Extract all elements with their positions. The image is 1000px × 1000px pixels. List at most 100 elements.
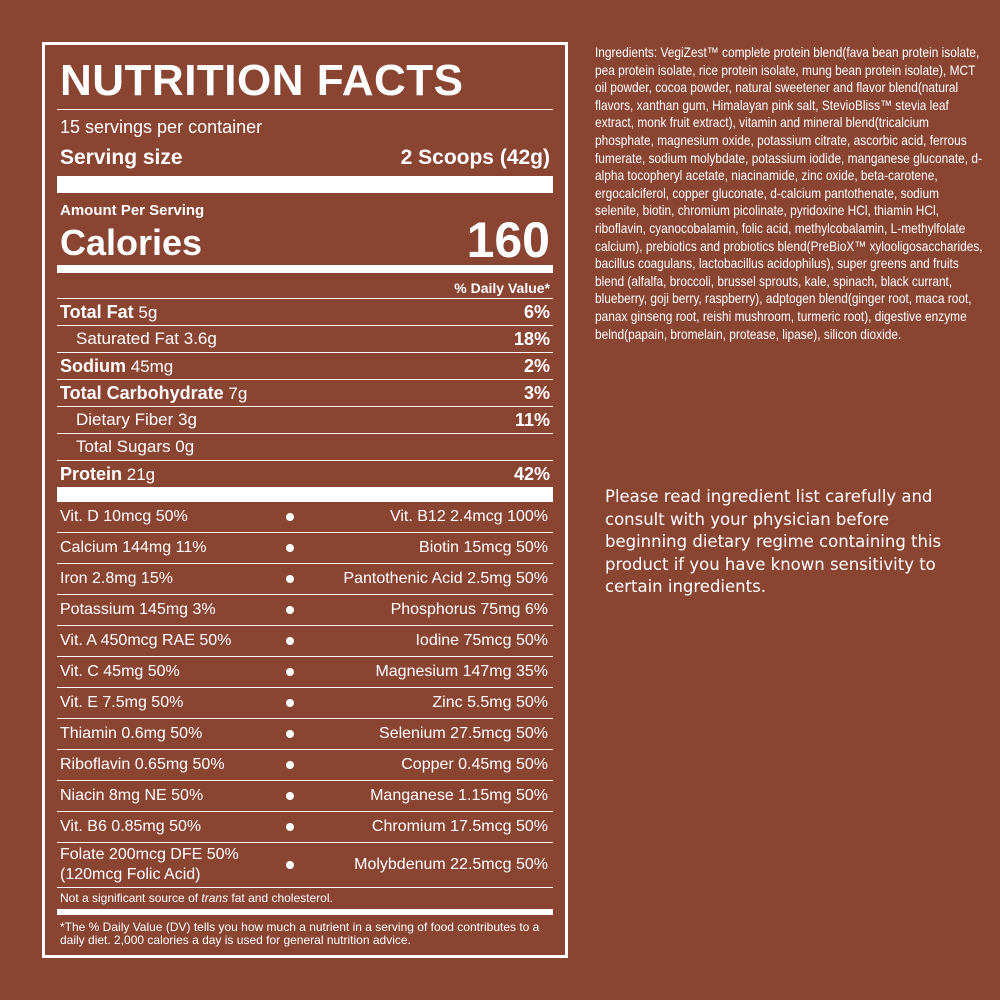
nutrient-row: Dietary Fiber 3g 11%	[57, 407, 553, 434]
vitamin-row: Folate 200mcg DFE 50% (120mcg Folic Acid…	[57, 843, 553, 888]
nutrient-row: Sodium 45mg 2%	[57, 353, 553, 380]
vitamin-left: Vit. E 7.5mg 50%	[60, 694, 184, 711]
vitamin-right: Copper 0.45mg 50%	[401, 756, 548, 773]
thick-rule	[57, 176, 553, 193]
warning: Please read ingredient list carefully an…	[605, 487, 942, 596]
vitamin-left: Vit. C 45mg 50%	[60, 663, 180, 680]
bullet	[286, 761, 294, 769]
bullet	[286, 637, 294, 645]
vitamin-left: Vit. B6 0.85mg 50%	[60, 818, 202, 835]
nutrient-amount: 0g	[175, 437, 195, 456]
nutrient-amount: 5g	[138, 302, 158, 322]
bullet	[286, 730, 294, 738]
thick-rule	[57, 487, 553, 502]
vitamin-right: Magnesium 147mg 35%	[375, 663, 548, 680]
trans-note: Not a significant source of trans fat an…	[57, 888, 553, 909]
footnote: *The % Daily Value (DV) tells you how mu…	[60, 920, 540, 947]
servings: 15 servings per container	[60, 117, 263, 137]
nutrient-name: Total Carbohydrate	[60, 382, 224, 403]
vitamin-right: Manganese 1.15mg 50%	[370, 787, 548, 804]
nutrient-dv: 6%	[523, 301, 550, 322]
vitamin-row: Iron 2.8mg 15% Pantothenic Acid 2.5mg 50%	[57, 564, 553, 595]
trans-note-text: Not a significant source of	[60, 891, 202, 905]
nutrient-name: Protein	[60, 463, 123, 484]
vitamin-right: Zinc 5.5mg 50%	[432, 694, 548, 711]
bullet	[286, 575, 294, 583]
nutrient-name: Total Fat	[60, 301, 134, 322]
vitamin-row: Calcium 144mg 11% Biotin 15mcg 50%	[57, 533, 553, 564]
bullet	[286, 668, 294, 676]
nutrient-name: Total Sugars	[76, 437, 171, 456]
vitamin-right: Chromium 17.5mcg 50%	[371, 818, 548, 835]
calories-value: 160	[466, 212, 550, 268]
nutrient-row: Protein 21g 42%	[57, 461, 553, 487]
vitamin-left: Iron 2.8mg 15%	[60, 570, 173, 587]
nutrient-dv: 2%	[523, 355, 550, 376]
ingredients: Ingredients: VegiZest™ complete protein …	[595, 44, 983, 342]
vitamin-left: Niacin 8mg NE 50%	[60, 787, 204, 804]
nutrient-amount: 3g	[178, 410, 197, 429]
amount-per-serving: Amount Per Serving	[60, 202, 205, 219]
vitamin-right: Molybdenum 22.5mcg 50%	[354, 856, 548, 873]
vitamin-row: Riboflavin 0.65mg 50% Copper 0.45mg 50%	[57, 750, 553, 781]
bullet	[286, 513, 294, 521]
nutrients: Total Fat 5g 6% Saturated Fat 3.6g 18% Sod…	[57, 299, 553, 487]
nutrient-amount: 7g	[228, 383, 248, 403]
nutrient-row: Total Carbohydrate 7g 3%	[57, 380, 553, 407]
bullet	[286, 792, 294, 800]
nutrient-amount: 21g	[126, 464, 156, 484]
daily-value-header: % Daily Value*	[57, 273, 553, 299]
nutrient-name: Dietary Fiber	[76, 410, 174, 429]
nutrient-dv: 3%	[523, 382, 550, 403]
serving-size-value: 2 Scoops (42g)	[400, 146, 550, 169]
vitamin-row: Vit. B6 0.85mg 50% Chromium 17.5mcg 50%	[57, 812, 553, 843]
bullet	[286, 823, 294, 831]
calories-row: Calories 160	[57, 215, 553, 265]
nutrient-row: Saturated Fat 3.6g 18%	[57, 326, 553, 353]
vitamin-left: Folate 200mcg DFE 50% (120mcg Folic Acid…	[60, 846, 239, 883]
vitamin-row: Vit. A 450mcg RAE 50% Iodine 75mcg 50%	[57, 626, 553, 657]
nutrient-row: Total Fat 5g 6%	[57, 299, 553, 326]
nutrition-label: NUTRITION FACTS 15 servings per containe…	[42, 42, 568, 958]
label-title: NUTRITION FACTS	[57, 45, 553, 110]
vitamin-row: Vit. C 45mg 50% Magnesium 147mg 35%	[57, 657, 553, 688]
vitamin-left: Calcium 144mg 11%	[60, 539, 207, 556]
vitamin-left: Riboflavin 0.65mg 50%	[60, 756, 225, 773]
vitamin-row: Thiamin 0.6mg 50% Selenium 27.5mcg 50%	[57, 719, 553, 750]
bullet	[286, 699, 294, 707]
trans-note-text: fat and cholesterol.	[228, 891, 333, 905]
nutrient-name: Saturated Fat	[76, 329, 180, 348]
nutrient-row: Total Sugars 0g	[57, 434, 553, 461]
thick-rule	[57, 909, 553, 915]
nutrient-dv: 11%	[514, 409, 550, 430]
nutrient-name: Sodium	[60, 355, 126, 376]
bullet	[286, 861, 294, 869]
thick-rule	[57, 265, 553, 273]
nutrient-dv: 42%	[513, 463, 550, 484]
vitamin-right: Pantothenic Acid 2.5mg 50%	[343, 570, 548, 587]
vitamin-row: Niacin 8mg NE 50% Manganese 1.15mg 50%	[57, 781, 553, 812]
nutrient-amount: 45mg	[130, 356, 174, 376]
vitamin-row: Vit. D 10mcg 50% Vit. B12 2.4mcg 100%	[57, 502, 553, 533]
calories-label: Calories	[60, 222, 203, 263]
vitamin-right: Vit. B12 2.4mcg 100%	[389, 508, 548, 525]
serving-size: Serving size 2 Scoops (42g)	[57, 142, 553, 174]
vitamin-row: Vit. E 7.5mg 50% Zinc 5.5mg 50%	[57, 688, 553, 719]
vitamin-row: Potassium 145mg 3% Phosphorus 75mg 6%	[57, 595, 553, 626]
vitamin-left: Potassium 145mg 3%	[60, 601, 216, 618]
nutrient-amount: 3.6g	[183, 329, 217, 348]
vitamin-left: Vit. A 450mcg RAE 50%	[60, 632, 232, 649]
vitamins: Vit. D 10mcg 50% Vit. B12 2.4mcg 100% Calc…	[57, 502, 553, 888]
vitamin-left: Thiamin 0.6mg 50%	[60, 725, 203, 742]
bullet	[286, 606, 294, 614]
nutrient-dv: 18%	[513, 328, 550, 349]
trans-note-italic: trans	[201, 891, 229, 905]
vitamin-right: Phosphorus 75mg 6%	[390, 601, 548, 618]
serving-size-label: Serving size	[60, 146, 183, 169]
vitamin-right: Selenium 27.5mcg 50%	[379, 725, 548, 742]
vitamin-right: Iodine 75mcg 50%	[415, 632, 548, 649]
vitamin-left: Vit. D 10mcg 50%	[60, 508, 188, 525]
vitamin-right: Biotin 15mcg 50%	[419, 539, 548, 556]
bullet	[286, 544, 294, 552]
